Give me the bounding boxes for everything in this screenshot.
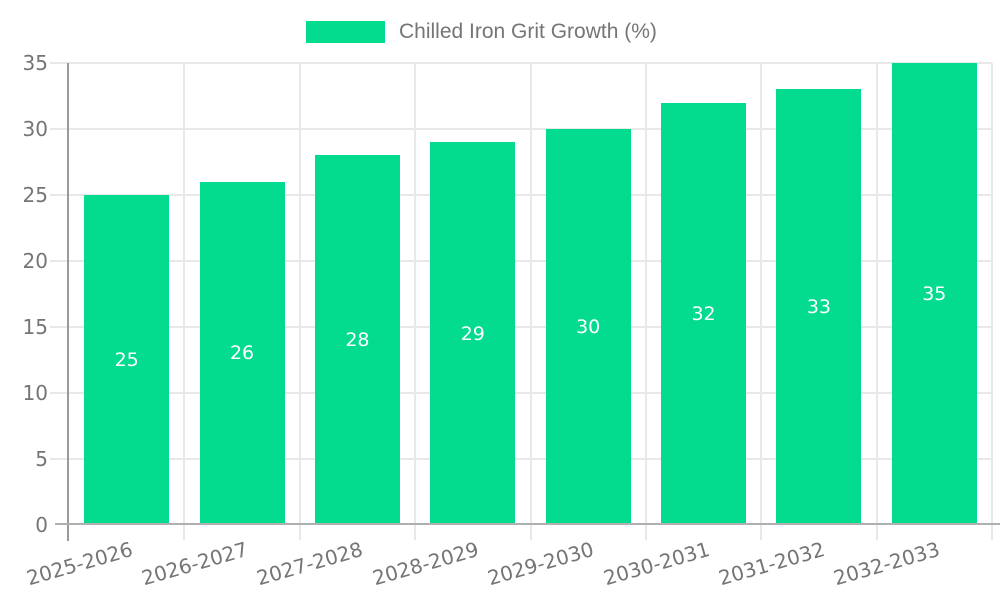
- bar[interactable]: 35: [891, 63, 977, 525]
- gridline-vertical: [183, 63, 186, 540]
- gridline-horizontal: [50, 326, 992, 328]
- gridline-vertical: [760, 63, 763, 540]
- bar-value-label: 28: [345, 329, 370, 352]
- y-tick-label: 35: [22, 51, 48, 75]
- bar-value-label: 30: [576, 316, 601, 338]
- bar[interactable]: 33: [776, 89, 862, 525]
- legend: Chilled Iron Grit Growth (%): [0, 0, 1000, 50]
- y-tick-label: 30: [22, 117, 48, 141]
- gridline-vertical: [875, 63, 878, 540]
- gridline-horizontal: [50, 260, 992, 262]
- y-tick-label: 0: [35, 513, 48, 537]
- y-tick-label: 20: [22, 249, 48, 273]
- x-axis-line: [55, 523, 1000, 525]
- gridline-vertical: [298, 63, 301, 540]
- gridline-horizontal: [50, 62, 992, 64]
- bar[interactable]: 32: [661, 102, 747, 525]
- bar-value-label: 32: [691, 302, 716, 325]
- gridline-horizontal: [50, 392, 992, 394]
- y-axis-line: [67, 63, 69, 541]
- bar-value-label: 29: [460, 322, 485, 345]
- bar-value-label: 33: [806, 296, 832, 319]
- bar-value-label: 25: [114, 349, 139, 371]
- legend-label: Chilled Iron Grit Growth (%): [399, 20, 657, 43]
- y-tick-label: 10: [22, 381, 48, 405]
- y-tick-label: 5: [35, 447, 48, 471]
- gridline-vertical: [644, 63, 647, 540]
- gridline-vertical: [414, 63, 417, 540]
- gridline-vertical: [529, 63, 532, 540]
- bar[interactable]: 25: [84, 195, 170, 525]
- bar-value-label: 35: [922, 283, 947, 305]
- gridline-horizontal: [50, 128, 992, 130]
- gridline-vertical: [991, 63, 993, 540]
- gridline-horizontal: [50, 458, 992, 460]
- bar-value-label: 26: [229, 342, 255, 365]
- legend-swatch: [306, 21, 385, 43]
- y-tick-label: 25: [22, 183, 48, 207]
- gridline-horizontal: [50, 194, 992, 196]
- bar[interactable]: 29: [430, 142, 516, 525]
- bar[interactable]: 28: [314, 155, 400, 525]
- bar[interactable]: 30: [545, 129, 631, 525]
- bar[interactable]: 26: [199, 181, 285, 525]
- y-tick-label: 15: [22, 315, 48, 339]
